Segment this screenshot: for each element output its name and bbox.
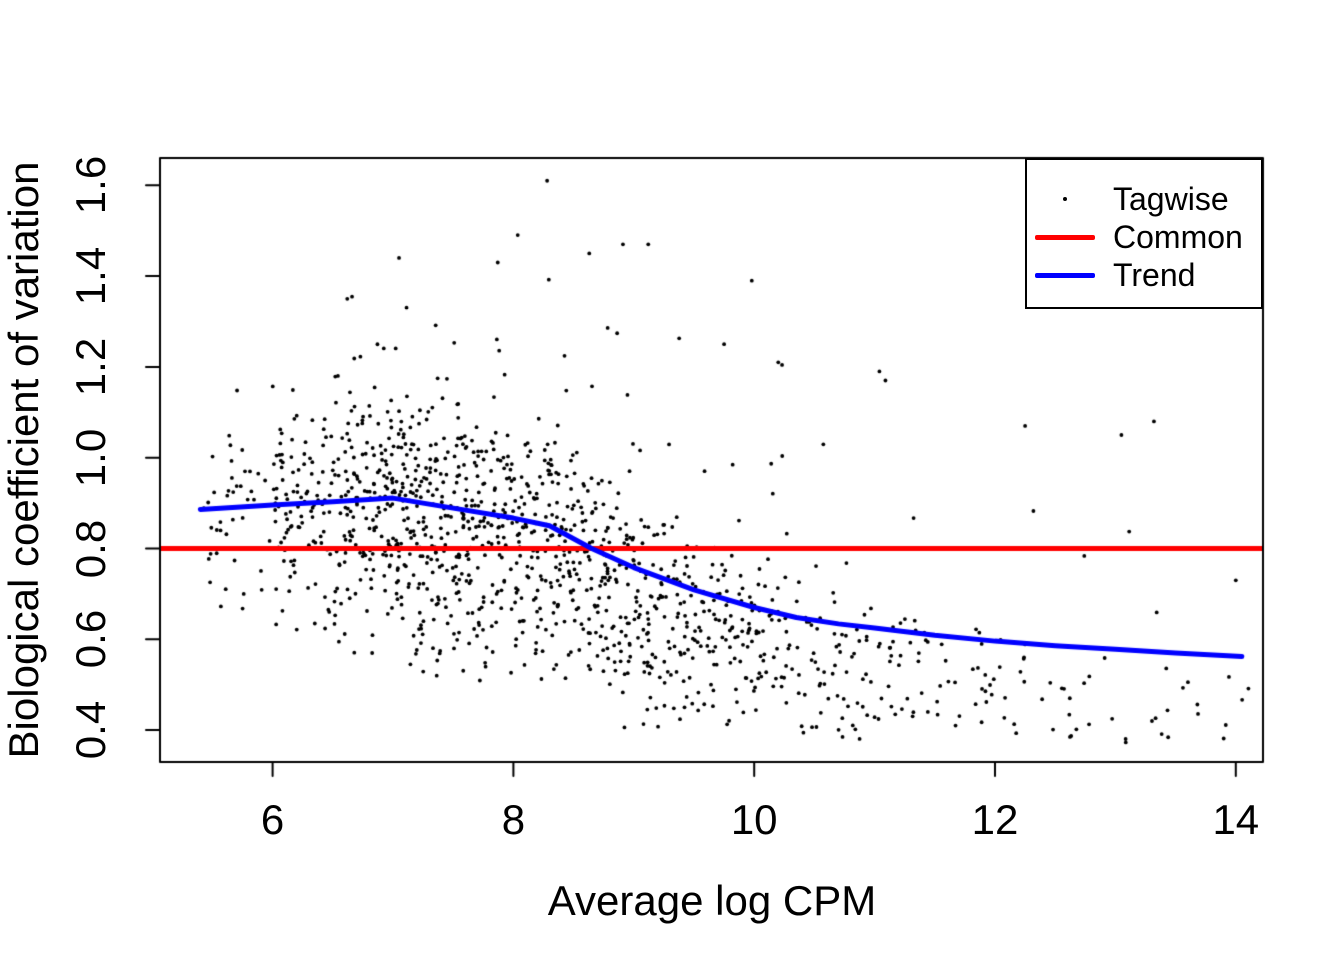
x-tick-label: 8 xyxy=(501,796,526,843)
x-tick-label: 10 xyxy=(730,796,778,843)
x-tick-label: 14 xyxy=(1212,796,1260,843)
legend-label: Tagwise xyxy=(1113,180,1229,217)
legend: Tagwise Common Trend xyxy=(1025,158,1263,309)
y-tick-label: 0.6 xyxy=(67,610,114,669)
y-tick-label: 1.2 xyxy=(67,337,114,397)
x-tick-label: 6 xyxy=(260,796,285,843)
y-tick-label: 0.8 xyxy=(67,519,114,578)
legend-entry-tagwise: Tagwise xyxy=(1027,180,1261,218)
y-tick-label: 1.4 xyxy=(67,246,114,306)
legend-label: Trend xyxy=(1113,256,1196,293)
legend-entry-trend: Trend xyxy=(1027,256,1261,294)
legend-entry-common: Common xyxy=(1027,218,1261,256)
x-axis-title: Average log CPM xyxy=(547,877,877,924)
y-tick-label: 1.6 xyxy=(67,156,114,215)
red-line-symbol-icon xyxy=(1027,218,1113,256)
x-tick-label: 12 xyxy=(971,796,1019,843)
point-symbol-icon xyxy=(1027,180,1113,218)
legend-label: Common xyxy=(1113,218,1243,255)
blue-line-symbol-icon xyxy=(1027,256,1113,294)
y-tick-label: 0.4 xyxy=(67,700,114,760)
y-axis-title: Biological coefficient of variation xyxy=(0,161,47,759)
y-tick-label: 1.0 xyxy=(67,428,114,487)
